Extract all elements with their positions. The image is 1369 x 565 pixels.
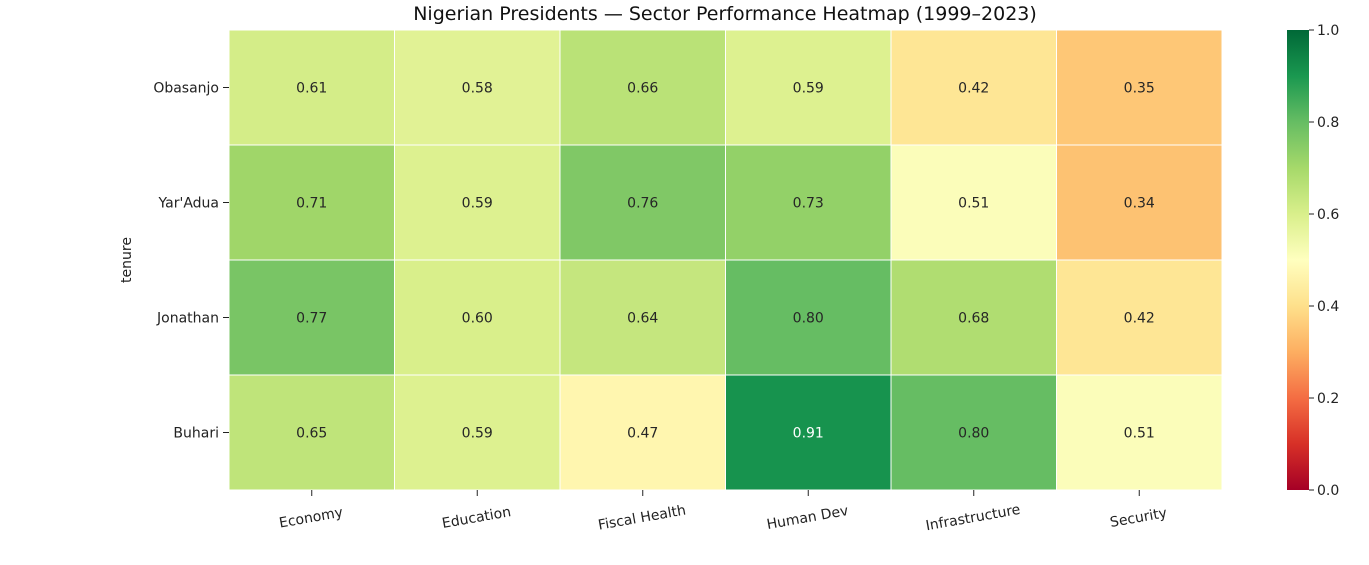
cell-value-label: 0.91 bbox=[793, 426, 824, 442]
y-axis: Obasanjo Yar'Adua Jonathan Buhari bbox=[153, 81, 229, 442]
x-tick-label: Security bbox=[1109, 505, 1168, 531]
heatmap-cell bbox=[1056, 29, 1223, 146]
colorbar: 0.0 0.2 0.4 0.6 0.8 1.0 bbox=[1287, 23, 1339, 499]
heatmap-cell bbox=[394, 29, 561, 146]
colorbar-gradient bbox=[1287, 30, 1309, 490]
x-tick-label: Education bbox=[441, 504, 512, 532]
heatmap-cell bbox=[1056, 374, 1223, 491]
heatmap-cell bbox=[394, 374, 561, 491]
cell-value-label: 0.61 bbox=[296, 81, 327, 97]
heatmap-cell bbox=[890, 29, 1057, 146]
cell-value-label: 0.51 bbox=[1124, 426, 1155, 442]
colorbar-tick-label: 0.4 bbox=[1317, 299, 1339, 315]
colorbar-tick-label: 1.0 bbox=[1317, 23, 1339, 39]
heatmap-cell-labels: 0.61 0.58 0.66 0.59 0.42 0.35 0.71 0.59 0.76 0.73… bbox=[296, 81, 1155, 442]
cell-value-label: 0.66 bbox=[627, 81, 658, 97]
colorbar-ticks: 0.0 0.2 0.4 0.6 0.8 1.0 bbox=[1309, 23, 1339, 499]
colorbar-tick-label: 0.2 bbox=[1317, 391, 1339, 407]
cell-value-label: 0.34 bbox=[1124, 196, 1155, 212]
y-tick-label: Buhari bbox=[173, 426, 219, 442]
cell-value-label: 0.51 bbox=[958, 196, 989, 212]
heatmap-cell bbox=[725, 144, 892, 261]
heatmap-cell bbox=[394, 144, 561, 261]
y-tick-label: Yar'Adua bbox=[158, 196, 219, 212]
heatmap-cell bbox=[725, 259, 892, 376]
chart-title: Nigerian Presidents — Sector Performance… bbox=[413, 3, 1037, 25]
heatmap-cell bbox=[228, 259, 395, 376]
heatmap-cells bbox=[228, 29, 1223, 491]
heatmap-cell bbox=[559, 259, 726, 376]
cell-value-label: 0.59 bbox=[793, 81, 824, 97]
heatmap-cell bbox=[228, 29, 395, 146]
heatmap-cell bbox=[1056, 144, 1223, 261]
cell-value-label: 0.68 bbox=[958, 311, 989, 327]
heatmap-cell bbox=[1056, 259, 1223, 376]
colorbar-tick-label: 0.0 bbox=[1317, 483, 1339, 499]
x-tick-label: Fiscal Health bbox=[597, 502, 687, 533]
cell-value-label: 0.76 bbox=[627, 196, 658, 212]
cell-value-label: 0.73 bbox=[793, 196, 824, 212]
heatmap-cell bbox=[890, 374, 1057, 491]
heatmap-cell bbox=[394, 259, 561, 376]
cell-value-label: 0.65 bbox=[296, 426, 327, 442]
cell-value-label: 0.42 bbox=[1124, 311, 1155, 327]
cell-value-label: 0.60 bbox=[462, 311, 493, 327]
x-tick-label: Economy bbox=[278, 505, 344, 532]
heatmap-cell bbox=[890, 259, 1057, 376]
colorbar-tick-label: 0.8 bbox=[1317, 115, 1339, 131]
cell-value-label: 0.42 bbox=[958, 81, 989, 97]
colorbar-tick-label: 0.6 bbox=[1317, 207, 1339, 223]
x-axis: Economy Education Fiscal Health Human Dev In… bbox=[278, 490, 1168, 534]
x-tick-label: Human Dev bbox=[765, 503, 849, 533]
heatmap-cell bbox=[228, 374, 395, 491]
heatmap-cell bbox=[559, 29, 726, 146]
heatmap-cell bbox=[725, 374, 892, 491]
cell-value-label: 0.59 bbox=[462, 196, 493, 212]
cell-value-label: 0.59 bbox=[462, 426, 493, 442]
cell-value-label: 0.77 bbox=[296, 311, 327, 327]
heatmap-cell bbox=[725, 29, 892, 146]
cell-value-label: 0.71 bbox=[296, 196, 327, 212]
cell-value-label: 0.58 bbox=[462, 81, 493, 97]
cell-value-label: 0.47 bbox=[627, 426, 658, 442]
y-tick-label: Obasanjo bbox=[153, 81, 219, 97]
y-axis-label: tenure bbox=[119, 237, 135, 283]
heatmap-cell bbox=[559, 374, 726, 491]
cell-value-label: 0.80 bbox=[793, 311, 824, 327]
x-tick-label: Infrastructure bbox=[924, 502, 1021, 534]
cell-value-label: 0.80 bbox=[958, 426, 989, 442]
cell-value-label: 0.64 bbox=[627, 311, 658, 327]
y-tick-label: Jonathan bbox=[156, 311, 219, 327]
cell-value-label: 0.35 bbox=[1124, 81, 1155, 97]
